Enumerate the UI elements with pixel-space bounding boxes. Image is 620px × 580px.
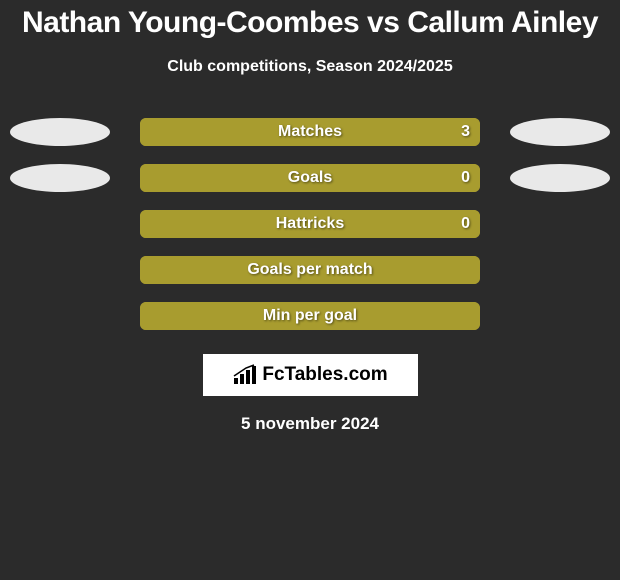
stat-label: Goals per match [140, 256, 480, 284]
stat-rows: Matches3Goals0Hattricks0Goals per matchM… [0, 116, 620, 346]
brand-chart-icon [232, 364, 258, 386]
player2-value: 3 [461, 118, 470, 146]
stat-bar: Matches3 [140, 118, 480, 146]
player2-marker [510, 164, 610, 192]
player1-marker [10, 164, 110, 192]
stat-row: Goals0 [0, 162, 620, 208]
stat-row: Goals per match [0, 254, 620, 300]
page-title: Nathan Young-Coombes vs Callum Ainley [0, 0, 620, 40]
stat-bar: Hattricks0 [140, 210, 480, 238]
stat-bar: Goals per match [140, 256, 480, 284]
stat-bar: Min per goal [140, 302, 480, 330]
player2-value: 0 [461, 210, 470, 238]
brand-text: FcTables.com [262, 364, 387, 386]
player1-marker [10, 118, 110, 146]
stat-label: Goals [140, 164, 480, 192]
stat-row: Hattricks0 [0, 208, 620, 254]
date-text: 5 november 2024 [0, 414, 620, 434]
stat-label: Matches [140, 118, 480, 146]
player2-value: 0 [461, 164, 470, 192]
stat-label: Hattricks [140, 210, 480, 238]
stat-bar: Goals0 [140, 164, 480, 192]
player2-marker [510, 118, 610, 146]
stat-row: Matches3 [0, 116, 620, 162]
stat-label: Min per goal [140, 302, 480, 330]
subtitle: Club competitions, Season 2024/2025 [0, 58, 620, 76]
brand-box: FcTables.com [203, 354, 418, 396]
stat-row: Min per goal [0, 300, 620, 346]
